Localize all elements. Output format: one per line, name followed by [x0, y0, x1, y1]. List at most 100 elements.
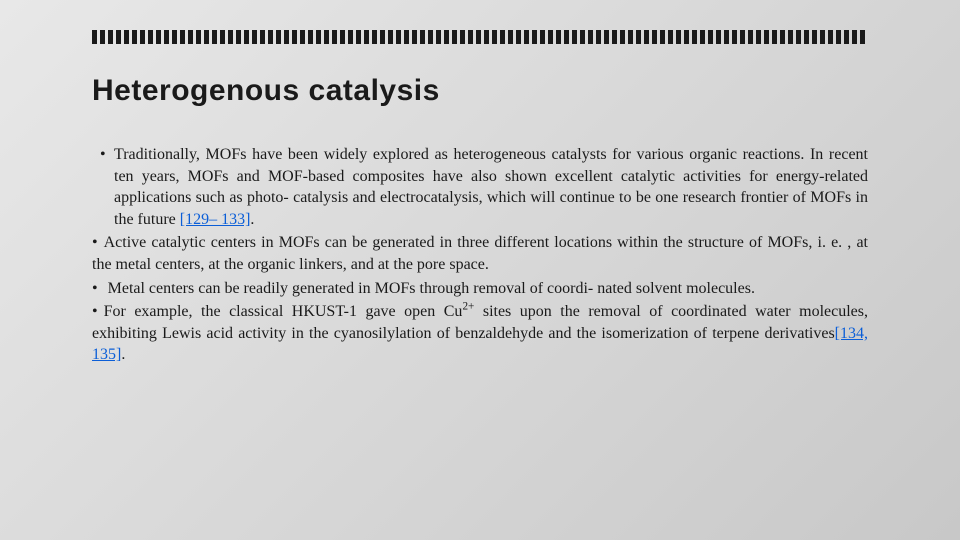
dash-segment [404, 30, 409, 44]
dash-segment [268, 30, 273, 44]
dash-segment [452, 30, 457, 44]
bullet-text: . [121, 346, 125, 363]
dash-segment [212, 30, 217, 44]
dash-segment [652, 30, 657, 44]
dash-segment [412, 30, 417, 44]
dash-segment [476, 30, 481, 44]
dash-segment [724, 30, 729, 44]
dash-segment [316, 30, 321, 44]
dash-segment [252, 30, 257, 44]
dash-segment [188, 30, 193, 44]
dash-segment [460, 30, 465, 44]
dash-segment [812, 30, 817, 44]
slide-body: •Traditionally, MOFs have been widely ex… [92, 144, 868, 368]
dash-segment [804, 30, 809, 44]
dash-segment [420, 30, 425, 44]
dash-segment [620, 30, 625, 44]
dash-segment [100, 30, 105, 44]
dash-segment [156, 30, 161, 44]
dash-segment [572, 30, 577, 44]
dash-segment [340, 30, 345, 44]
dash-segment [428, 30, 433, 44]
bullet-dot-icon: • [92, 303, 98, 320]
dash-segment [668, 30, 673, 44]
dash-segment [788, 30, 793, 44]
bullet-text: Active catalytic centers in MOFs can be … [92, 234, 868, 273]
dash-segment [148, 30, 153, 44]
dash-segment [164, 30, 169, 44]
dash-segment [796, 30, 801, 44]
bullet-item: • Metal centers can be readily generated… [92, 278, 868, 300]
dash-segment [748, 30, 753, 44]
dash-segment [836, 30, 841, 44]
dash-segment [436, 30, 441, 44]
dash-segment [228, 30, 233, 44]
dash-segment [548, 30, 553, 44]
dash-segment [380, 30, 385, 44]
top-dash-border [92, 30, 868, 44]
dash-segment [508, 30, 513, 44]
dash-segment [300, 30, 305, 44]
dash-segment [684, 30, 689, 44]
dash-segment [236, 30, 241, 44]
dash-segment [332, 30, 337, 44]
dash-segment [516, 30, 521, 44]
dash-segment [92, 30, 97, 44]
bullet-dot-icon: • [92, 234, 98, 251]
dash-segment [612, 30, 617, 44]
dash-segment [844, 30, 849, 44]
dash-segment [260, 30, 265, 44]
superscript: 2+ [462, 301, 474, 313]
dash-segment [388, 30, 393, 44]
dash-segment [276, 30, 281, 44]
slide-title: Heterogenous catalysis [92, 74, 440, 108]
dash-segment [764, 30, 769, 44]
dash-segment [172, 30, 177, 44]
dash-segment [292, 30, 297, 44]
dash-segment [132, 30, 137, 44]
dash-segment [636, 30, 641, 44]
reference-link[interactable]: [129– 133] [180, 211, 251, 228]
dash-segment [588, 30, 593, 44]
dash-segment [540, 30, 545, 44]
dash-segment [740, 30, 745, 44]
dash-segment [772, 30, 777, 44]
bullet-dot-icon: • [92, 280, 98, 297]
dash-segment [628, 30, 633, 44]
dash-segment [140, 30, 145, 44]
dash-segment [116, 30, 121, 44]
dash-segment [124, 30, 129, 44]
dash-segment [644, 30, 649, 44]
bullet-text: Metal centers can be readily generated i… [104, 280, 755, 297]
dash-segment [860, 30, 865, 44]
bullet-text: For example, the classical HKUST-1 gave … [104, 303, 463, 320]
dash-segment [700, 30, 705, 44]
bullet-dot-icon: • [100, 144, 106, 166]
dash-segment [284, 30, 289, 44]
dash-segment [852, 30, 857, 44]
dash-segment [356, 30, 361, 44]
bullet-item: • For example, the classical HKUST-1 gave… [92, 301, 868, 366]
dash-segment [596, 30, 601, 44]
dash-segment [716, 30, 721, 44]
dash-segment [204, 30, 209, 44]
dash-segment [444, 30, 449, 44]
dash-segment [180, 30, 185, 44]
dash-segment [532, 30, 537, 44]
dash-segment [364, 30, 369, 44]
dash-segment [396, 30, 401, 44]
bullet-item: •Traditionally, MOFs have been widely ex… [92, 144, 868, 230]
dash-segment [196, 30, 201, 44]
dash-segment [732, 30, 737, 44]
dash-segment [580, 30, 585, 44]
dash-segment [220, 30, 225, 44]
dash-segment [492, 30, 497, 44]
dash-segment [828, 30, 833, 44]
bullet-item: •Active catalytic centers in MOFs can be… [92, 232, 868, 275]
dash-segment [556, 30, 561, 44]
dash-segment [604, 30, 609, 44]
bullet-text: . [250, 211, 254, 228]
dash-segment [708, 30, 713, 44]
dash-segment [660, 30, 665, 44]
dash-segment [676, 30, 681, 44]
